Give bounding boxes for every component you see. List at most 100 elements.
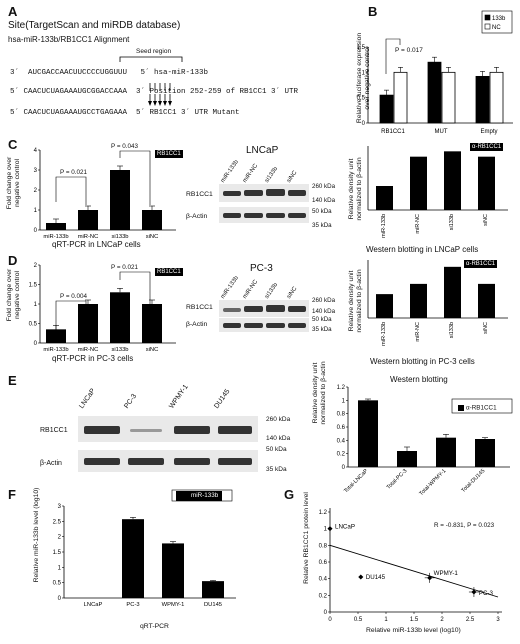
b-legend-swatch xyxy=(484,14,491,21)
chartD2-xtick-label: miR-133b xyxy=(381,322,387,346)
chartC-bar xyxy=(142,210,162,230)
g-regression-line xyxy=(329,544,499,598)
chartD-significance-bracket xyxy=(55,300,87,333)
panel-b-pvalue: P = 0.017 xyxy=(395,47,423,54)
panel-a-title: Site(TargetScan and miRDB database) xyxy=(8,20,181,31)
chartD2-bar xyxy=(444,266,461,318)
mirna-sequence: 3´ AUCGACCAACUUCCCCUGGUUU 5´ hsa-miR-133… xyxy=(10,69,209,77)
cellline-marker-50: 50 kDa xyxy=(266,446,287,453)
lncap-density-chart: miR-133b miR-NC si133b siNC xyxy=(367,146,508,238)
g-xtick-label: 2 xyxy=(440,617,444,623)
b-legend-label: NC xyxy=(492,25,501,31)
g-xtick-label: 3 xyxy=(496,617,500,623)
panel-e-letter: E xyxy=(8,373,17,388)
panel-g-annotation: R = -0.831, P = 0.023 xyxy=(434,522,495,529)
g-xtick-label: 2.5 xyxy=(466,617,475,623)
chartD-significance-bracket xyxy=(119,271,151,320)
lncap-marker-50: 50 kDa xyxy=(312,208,332,215)
panel-b-letter: B xyxy=(368,4,378,19)
f-xtick-label: LNCaP xyxy=(84,602,103,608)
lncap-qpcr-chart: 0 1 2 3 4 miR-133b miR-NC si133b siNC xyxy=(34,148,176,240)
pc3-density-xlabel: Western blotting in PC-3 cells xyxy=(370,357,475,366)
pc3-density-chart: miR-133b miR-NC si133b siNC xyxy=(367,260,508,346)
panel-g-letter: G xyxy=(284,487,295,502)
chartD2-bar xyxy=(478,283,495,318)
panel-f-legend: miR-133b xyxy=(176,491,223,502)
g-ytick-label: 1 xyxy=(324,527,328,533)
e-bar xyxy=(475,439,495,467)
b-ytick-label: 0.5 xyxy=(357,96,366,102)
pc3-marker-35: 35 kDa xyxy=(312,326,332,333)
g-point xyxy=(358,574,364,580)
pc3-qpcr-chart: 0 0.5 1 1.5 2 miR-133b miR-NC si133b siNC xyxy=(29,263,176,353)
chartC2-xtick-label: si133b xyxy=(449,214,455,230)
lncap-rb1cc1-blot xyxy=(219,184,309,202)
e-bar xyxy=(397,451,417,467)
lncap-marker-35: 35 kDa xyxy=(312,222,332,229)
b-xtick-label: MUT xyxy=(435,129,448,135)
seed-label: Seed region xyxy=(136,48,172,55)
chartD-xtick-label: miR-NC xyxy=(78,347,99,353)
seed-bracket-graphic xyxy=(119,56,183,106)
chartD2-xtick-label: si133b xyxy=(449,322,455,338)
f-xtick-label: WPMY-1 xyxy=(162,602,185,608)
f-bar xyxy=(202,581,224,598)
e-ytick-label: 0 xyxy=(342,465,346,471)
f-ytick-label: 2 xyxy=(58,535,62,541)
panel-e-legend: α-RB1CC1 xyxy=(458,405,497,412)
e-bar xyxy=(358,400,378,467)
chartD-ytick-label: 0 xyxy=(34,341,38,347)
panel-e-chart-title: Western blotting xyxy=(390,375,448,384)
chartC-xtick-label: si133b xyxy=(111,234,128,240)
b-xtick-label: Empty xyxy=(480,129,497,135)
g-ytick-label: 0 xyxy=(324,610,328,616)
chartD-ytick-label: 2 xyxy=(34,263,38,269)
pc3-density-legend: α-RB1CC1 xyxy=(464,260,498,268)
f-ytick-label: 3 xyxy=(58,504,62,510)
f-ytick-label: 1 xyxy=(58,565,62,571)
chartD-xtick-label: si133b xyxy=(111,347,128,353)
g-point-label: LNCaP xyxy=(335,524,355,531)
cellline-marker-35: 35 kDa xyxy=(266,466,287,473)
f-ytick-label: 0.5 xyxy=(53,581,62,587)
pc3-marker-260: 260 kDa xyxy=(312,297,336,304)
pc3-actin-label: β-Actin xyxy=(186,321,208,328)
panel-e-actin-label: β-Actin xyxy=(40,460,62,467)
chartC-xtick-label: miR-NC xyxy=(78,234,99,240)
f-ytick-label: 1.5 xyxy=(53,550,62,556)
b-significance-bracket xyxy=(385,38,401,74)
chartC2-bar xyxy=(410,156,427,210)
lncap-density-legend: α-RB1CC1 xyxy=(470,143,504,151)
chartC2-bar xyxy=(478,156,495,210)
cellline-marker-140: 140 kDa xyxy=(266,435,291,442)
luciferase-bar-chart: 0 0.5 1 1.5 RB1CC1 MUT Empty 133b NC xyxy=(357,10,513,135)
g-point-label: DU145 xyxy=(366,574,386,581)
chartC2-xtick-label: miR-NC xyxy=(415,214,421,234)
chartC-ytick-label: 0 xyxy=(34,228,38,234)
b-ytick-label: 1.5 xyxy=(357,45,366,51)
chartC-xtick-label: siNC xyxy=(146,234,159,240)
mutant-sequence: 5´ CAACUCUAGAAAUGCCTGAGAAA 5´ RB1CC1 3´ … xyxy=(10,109,240,117)
panel-d-legend: RB1CC1 xyxy=(155,268,183,276)
chartC-significance-bracket xyxy=(55,176,87,205)
e-legend-box xyxy=(451,398,513,414)
chartD-ytick-label: 0.5 xyxy=(29,322,38,328)
g-ytick-label: 0.2 xyxy=(319,593,328,599)
panel-d-letter: D xyxy=(8,253,18,268)
panel-c-legend: RB1CC1 xyxy=(155,150,183,158)
lncap-actin-label: β-Actin xyxy=(186,213,208,220)
chartC2-bar xyxy=(376,186,393,210)
e-ytick-label: 0.6 xyxy=(337,425,346,431)
chartC-ytick-label: 2 xyxy=(34,188,38,194)
g-xtick-label: 0 xyxy=(328,617,332,623)
b-ytick-label: 1 xyxy=(362,70,366,76)
chartD-xtick-label: miR-133b xyxy=(43,347,68,353)
b-xtick-label: RB1CC1 xyxy=(381,129,405,135)
cellline-marker-260: 260 kDa xyxy=(266,416,291,423)
chartC-bar xyxy=(78,210,98,230)
chartC-xtick-label: miR-133b xyxy=(43,234,68,240)
chartD-bar xyxy=(110,292,130,343)
panel-c-p1: P = 0.021 xyxy=(60,169,88,176)
chartC-ytick-label: 3 xyxy=(34,168,38,174)
